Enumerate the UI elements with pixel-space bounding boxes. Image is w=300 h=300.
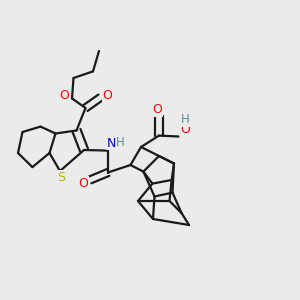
Text: O: O xyxy=(60,89,69,102)
Text: O: O xyxy=(180,123,190,136)
Text: H: H xyxy=(181,113,190,127)
Text: O: O xyxy=(102,89,112,103)
Text: N: N xyxy=(106,136,116,150)
Text: S: S xyxy=(57,171,65,184)
Text: H: H xyxy=(116,136,125,149)
Text: O: O xyxy=(153,103,162,116)
Text: O: O xyxy=(79,177,88,190)
